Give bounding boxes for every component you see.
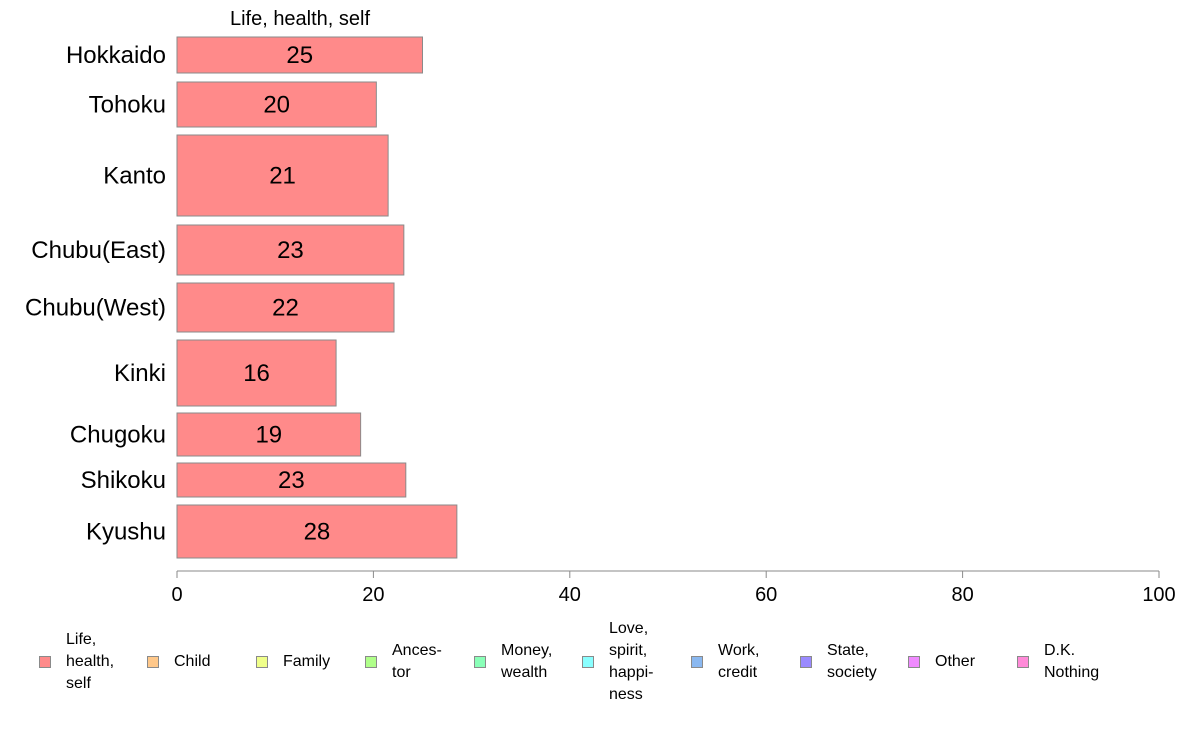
bar-value-label: 20 [263,92,290,119]
bar-chubu-east- [176,224,405,276]
category-label: Chubu(East) [31,237,166,264]
x-tick-label: 0 [171,584,182,606]
category-label: Chugoku [70,422,166,449]
legend-label: Family [283,653,331,670]
category-label: Shikoku [81,467,166,494]
category-label: Kyushu [86,519,166,546]
category-label: Tohoku [89,92,166,119]
bar-chubu-west- [176,282,395,333]
bar-chart: Life, health, self 25 Hokkaido 20 Tohoku 21 K… [25,8,1176,606]
x-tick-label: 80 [951,584,973,606]
category-label: Kanto [103,163,166,190]
legend-label: Child [174,653,211,670]
bar-value-label: 22 [272,295,299,322]
bar-value-label: 23 [277,237,304,264]
legend-swatch [582,656,594,668]
legend-swatch [908,656,920,668]
bar-kinki [176,339,337,407]
category-label: Kinki [114,360,166,387]
bar-value-label: 25 [286,42,313,69]
x-tick-label: 100 [1142,584,1175,606]
legend-label: Work, credit [718,642,760,681]
legend: Life, health, self Child Family Ances- tor M… [0,612,1188,722]
bar-value-label: 28 [304,519,331,546]
bar-value-label: 16 [243,360,270,387]
bar-kyushu [176,504,458,559]
legend-label: State, society [827,642,877,681]
legend-swatch [147,656,159,668]
legend-swatch [365,656,377,668]
legend-swatch [474,656,486,668]
legend-swatch [256,656,268,668]
legend-label: D.K. Nothing [1044,642,1100,681]
legend-label: Money, wealth [501,642,553,681]
bar-value-label: 23 [278,467,305,494]
bar-kanto [176,134,389,217]
x-tick-label: 40 [559,584,581,606]
legend-swatch [800,656,812,668]
bar-hokkaido [176,36,423,74]
category-label: Chubu(West) [25,295,166,322]
legend-label: Love, spirit, happi- ness [609,620,654,703]
bar-value-label: 21 [269,163,296,190]
bar-value-label: 19 [255,422,282,449]
x-tick-label: 60 [755,584,777,606]
legend-swatch [1017,656,1029,668]
bar-shikoku [176,462,407,498]
chart-title: Life, health, self [230,8,371,30]
category-label: Hokkaido [66,42,166,69]
legend-label: Other [935,653,976,670]
legend-label: Ances- tor [392,642,442,681]
x-tick-label: 20 [362,584,384,606]
legend-label: Life, health, self [66,631,115,692]
legend-swatch [39,656,51,668]
bar-tohoku [176,81,377,128]
bar-chugoku [176,412,362,457]
legend-swatch [691,656,703,668]
